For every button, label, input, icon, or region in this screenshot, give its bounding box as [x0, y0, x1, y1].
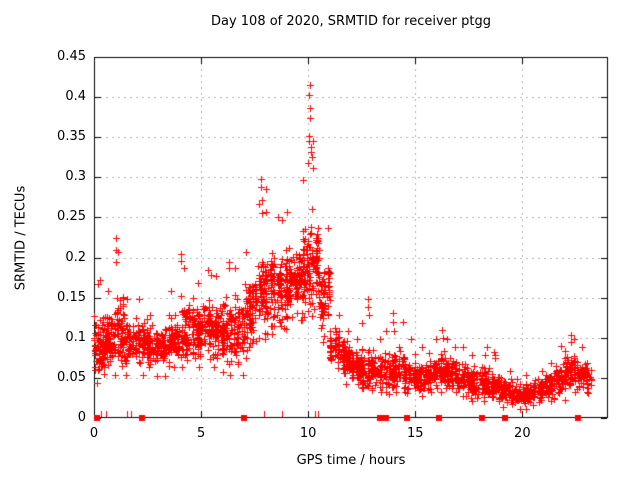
y-tick-label: 0	[77, 410, 86, 425]
x-tick-label: 15	[406, 426, 424, 441]
x-tick-label: 0	[89, 426, 99, 441]
y-tick-label: 0.35	[57, 129, 86, 145]
chart-title: Day 108 of 2020, SRMTID for receiver ptg…	[210, 14, 492, 29]
y-tick-label: 0.25	[57, 209, 86, 225]
y-tick-label: 0.3	[65, 169, 86, 185]
x-tick-label: 5	[196, 426, 206, 441]
y-tick-label: 0.2	[65, 249, 86, 265]
y-tick-label: 0.1	[65, 329, 86, 345]
x-axis-label: GPS time / hours	[296, 453, 406, 468]
x-tick-label: 10	[299, 426, 317, 441]
x-tick-label: 20	[514, 426, 531, 441]
y-tick-label: 0.4	[65, 89, 86, 105]
y-axis-label: SRMTID / TECUs	[13, 185, 29, 291]
y-tick-label: 0.05	[57, 369, 86, 385]
y-tick-label: 0.15	[57, 289, 86, 305]
y-tick-label: 0.45	[57, 49, 86, 64]
